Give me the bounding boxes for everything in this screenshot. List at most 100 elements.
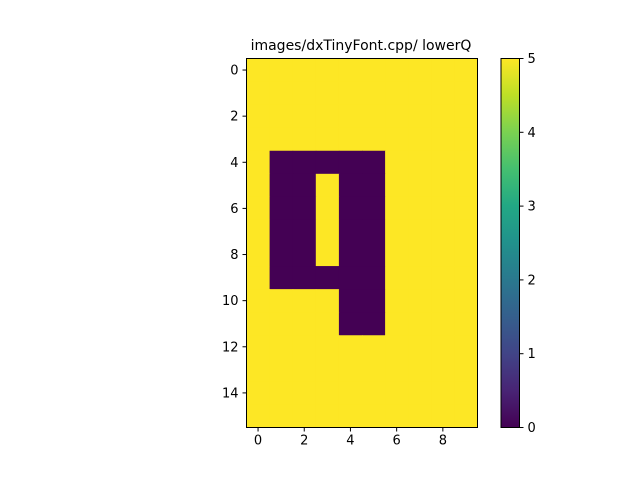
heatmap-cell — [385, 58, 409, 83]
heatmap-cell — [385, 312, 409, 336]
heatmap-cell — [292, 266, 317, 290]
heatmap-cell — [362, 266, 386, 290]
heatmap-cell — [385, 404, 409, 428]
heatmap-cell — [431, 335, 455, 359]
heatmap-cell — [246, 196, 271, 221]
heatmap-cell — [338, 127, 363, 152]
heatmap-cell — [385, 196, 409, 221]
heatmap-cell — [269, 266, 294, 290]
heatmap-cell — [431, 196, 455, 221]
heatmap-cell — [315, 127, 340, 152]
heatmap-cell — [362, 196, 386, 221]
heatmap-cell — [246, 173, 271, 198]
heatmap-cell — [385, 127, 409, 152]
heatmap-cell — [315, 358, 340, 382]
heatmap-cell — [454, 312, 478, 336]
heatmap-cell — [431, 173, 455, 198]
heatmap-cell — [246, 243, 271, 267]
y-axis-ticks: 0 2 4 6 8 10 12 14 — [222, 64, 247, 401]
heatmap-cell — [431, 104, 455, 129]
heatmap-cell — [408, 335, 432, 359]
heatmap-cell — [269, 219, 294, 244]
heatmap-cell — [315, 335, 340, 359]
heatmap-cell — [292, 173, 317, 198]
heatmap-cell — [454, 358, 478, 382]
heatmap-cell — [338, 289, 363, 313]
heatmap-cell — [315, 266, 340, 290]
heatmap-cell — [315, 81, 340, 106]
heatmap-cell — [246, 381, 271, 405]
heatmap-cell — [385, 289, 409, 313]
heatmap-cell — [269, 381, 294, 405]
heatmap-cell — [315, 381, 340, 405]
heatmap-cell — [454, 289, 478, 313]
heatmap-cell — [408, 196, 432, 221]
heatmap-cell — [431, 150, 455, 175]
heatmap-cell — [454, 58, 478, 83]
heatmap-cell — [269, 358, 294, 382]
heatmap-cell — [431, 289, 455, 313]
heatmap-cell — [338, 335, 363, 359]
heatmap-cell — [385, 381, 409, 405]
colorbar-ticks: 0 1 2 3 4 5 — [519, 52, 536, 436]
heatmap-cell — [292, 243, 317, 267]
heatmap-cell — [269, 104, 294, 129]
chart-title: images/dxTinyFont.cpp/ lowerQ — [251, 38, 472, 54]
heatmap-cell — [269, 173, 294, 198]
heatmap-cell — [385, 104, 409, 129]
heatmap-cell — [385, 150, 409, 175]
heatmap-cell — [338, 196, 363, 221]
heatmap-cell — [385, 243, 409, 267]
heatmap-cell — [408, 104, 432, 129]
heatmap-cell — [454, 219, 478, 244]
heatmap-cell — [408, 289, 432, 313]
heatmap-cell — [292, 81, 317, 106]
x-tick-label: 2 — [300, 434, 308, 449]
heatmap-cell — [292, 219, 317, 244]
heatmap-cell — [408, 381, 432, 405]
heatmap-cell — [246, 335, 271, 359]
heatmap-cell — [292, 150, 317, 175]
heatmap-cell — [269, 150, 294, 175]
heatmap-cell — [454, 243, 478, 267]
heatmap-cell — [385, 173, 409, 198]
heatmap-cell — [338, 81, 363, 106]
heatmap-cell — [246, 58, 271, 83]
heatmap-cell — [292, 381, 317, 405]
heatmap-cell — [385, 266, 409, 290]
heatmap-cell — [431, 219, 455, 244]
heatmap-cell — [431, 127, 455, 152]
x-tick-label: 6 — [393, 434, 401, 449]
heatmap-cell — [246, 81, 271, 106]
heatmap-cell — [431, 312, 455, 336]
heatmap-cell — [385, 358, 409, 382]
heatmap-cell — [292, 404, 317, 428]
heatmap-cell — [454, 404, 478, 428]
x-tick-label: 4 — [346, 434, 354, 449]
y-tick-label: 14 — [222, 386, 239, 401]
heatmap-cell — [454, 127, 478, 152]
heatmap-cell — [338, 219, 363, 244]
heatmap-cell — [362, 173, 386, 198]
heatmap-cell — [292, 358, 317, 382]
heatmap-cell — [431, 266, 455, 290]
heatmap-cell — [269, 127, 294, 152]
heatmap-cell — [454, 335, 478, 359]
heatmap-cell — [315, 243, 340, 267]
heatmap-cell — [408, 312, 432, 336]
heatmap-cell — [246, 289, 271, 313]
heatmap-cell — [362, 381, 386, 405]
heatmap-cell — [338, 381, 363, 405]
heatmap-cell — [315, 289, 340, 313]
heatmap-cell — [292, 312, 317, 336]
heatmap-cell — [246, 150, 271, 175]
heatmap-cell — [338, 58, 363, 83]
y-tick-label: 0 — [230, 64, 238, 79]
heatmap-cell — [408, 81, 432, 106]
y-tick-label: 6 — [230, 202, 238, 217]
heatmap-cell — [315, 58, 340, 83]
heatmap-cell — [408, 219, 432, 244]
heatmap-cell — [315, 150, 340, 175]
heatmap-cell — [338, 173, 363, 198]
plot-frame — [246, 58, 478, 428]
